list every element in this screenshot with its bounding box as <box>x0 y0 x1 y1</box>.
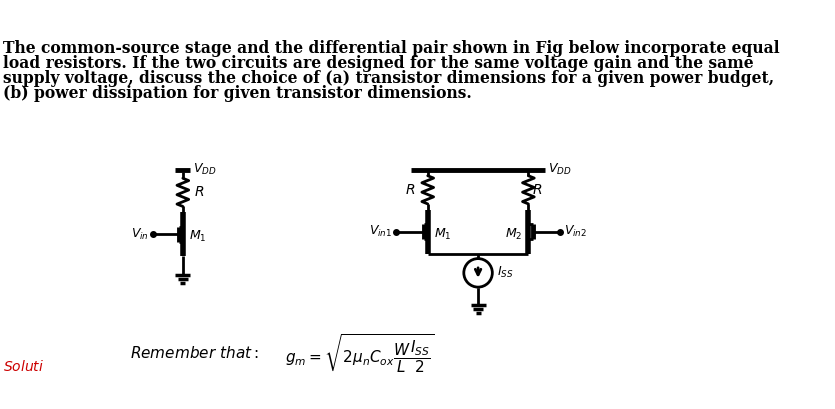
Text: $V_{in2}$: $V_{in2}$ <box>564 224 587 239</box>
Text: $M_1$: $M_1$ <box>433 227 451 242</box>
Text: load resistors. If the two circuits are designed for the same voltage gain and t: load resistors. If the two circuits are … <box>3 55 754 72</box>
Text: $g_m = \sqrt{2\mu_n C_{ox}\dfrac{W}{L}\dfrac{I_{SS}}{2}}$: $g_m = \sqrt{2\mu_n C_{ox}\dfrac{W}{L}\d… <box>286 332 435 373</box>
Text: $R$: $R$ <box>405 183 415 197</box>
Text: $R$: $R$ <box>532 183 542 197</box>
Text: $M_1$: $M_1$ <box>189 229 206 244</box>
Text: supply voltage, discuss the choice of (a) transistor dimensions for a given powe: supply voltage, discuss the choice of (a… <box>3 70 775 87</box>
Text: $R$: $R$ <box>194 185 204 199</box>
Text: $V_{in}$: $V_{in}$ <box>131 227 149 242</box>
Text: $\mathit{Remember\ that:}$: $\mathit{Remember\ that:}$ <box>130 344 259 361</box>
Text: $\mathit{Soluti}$: $\mathit{Soluti}$ <box>3 359 44 373</box>
Text: The common-source stage and the differential pair shown in Fig below incorporate: The common-source stage and the differen… <box>3 40 780 57</box>
Text: (b) power dissipation for given transistor dimensions.: (b) power dissipation for given transist… <box>3 85 472 102</box>
Text: $V_{DD}$: $V_{DD}$ <box>193 162 216 177</box>
Text: $M_2$: $M_2$ <box>505 227 523 242</box>
Text: $V_{DD}$: $V_{DD}$ <box>548 162 571 177</box>
Text: $I_{SS}$: $I_{SS}$ <box>497 265 513 281</box>
Text: $V_{in1}$: $V_{in1}$ <box>369 224 392 239</box>
